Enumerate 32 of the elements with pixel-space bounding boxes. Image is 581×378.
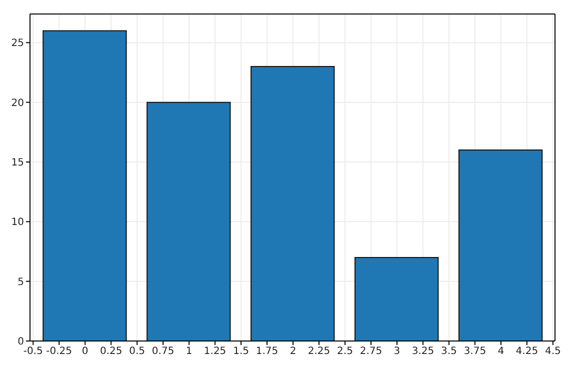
x-tick-label: 3.25 (412, 346, 434, 358)
x-tick-label: 1.75 (256, 346, 278, 358)
x-tick-label: 3.5 (441, 346, 457, 358)
x-tick-label: 2.75 (360, 346, 382, 358)
y-tick-label: 0 (18, 336, 24, 348)
x-tick-label: 0.5 (129, 346, 146, 358)
x-tick-label: 1.25 (204, 346, 226, 358)
x-tick-label: 2 (290, 346, 296, 358)
x-tick-label: 0 (82, 346, 88, 358)
x-tick-label: 2.5 (337, 346, 353, 358)
x-tick-label: 4 (498, 346, 504, 358)
bar (146, 102, 231, 341)
x-tick-label: -0.25 (46, 346, 72, 358)
x-tick-label: 3.75 (464, 346, 486, 358)
x-tick-label: 0.75 (152, 346, 174, 358)
y-tick-label: 25 (11, 38, 24, 50)
x-tick-label: 3 (394, 346, 400, 358)
y-tick-label: 20 (11, 98, 24, 109)
x-tick-label: -0.5 (23, 346, 43, 358)
y-tick-label: 10 (11, 217, 24, 228)
bar (458, 150, 543, 341)
x-tick-label: 0.25 (100, 346, 122, 358)
bar (250, 66, 335, 341)
x-tick-label: 1 (186, 346, 192, 358)
x-tick-label: 2.25 (308, 346, 330, 358)
y-tick-label: 5 (18, 276, 24, 288)
x-tick-label: 4.25 (516, 346, 538, 358)
bar (354, 256, 439, 341)
y-tick-label: 15 (11, 158, 24, 169)
bar (42, 30, 127, 341)
x-tick-label: 1.5 (233, 346, 249, 358)
x-tick-label: 4.5 (544, 346, 561, 358)
